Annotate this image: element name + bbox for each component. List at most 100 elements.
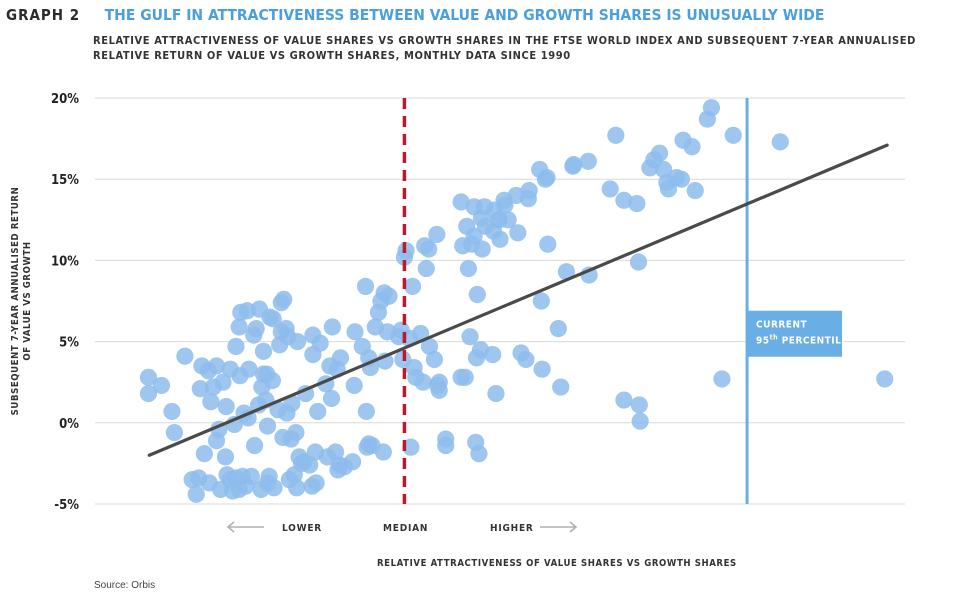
data-point xyxy=(187,485,205,503)
data-point xyxy=(468,285,486,304)
data-point xyxy=(227,337,245,356)
data-point xyxy=(484,345,502,364)
data-point xyxy=(630,396,648,414)
data-point xyxy=(499,211,517,229)
data-point xyxy=(532,292,550,310)
data-point xyxy=(509,224,527,242)
superscript-th: th xyxy=(770,334,779,342)
data-point xyxy=(713,370,731,388)
data-point xyxy=(326,443,345,461)
y-tick-label: 0% xyxy=(59,417,79,432)
data-point xyxy=(686,181,704,200)
data-point xyxy=(496,196,514,214)
data-point xyxy=(288,333,307,351)
data-point xyxy=(459,259,478,278)
data-point xyxy=(724,126,742,144)
data-point xyxy=(650,144,669,162)
data-point xyxy=(417,259,435,278)
data-point xyxy=(343,453,362,471)
y-axis-ticks: 20% 15% 10% 5% 0% -5% xyxy=(51,92,79,513)
data-point xyxy=(307,474,325,492)
data-point xyxy=(283,394,301,412)
data-point xyxy=(428,225,446,244)
data-point xyxy=(202,393,220,411)
data-point xyxy=(487,384,505,403)
data-point xyxy=(139,368,158,386)
data-point xyxy=(323,318,341,336)
data-point xyxy=(631,412,649,430)
data-point xyxy=(191,380,209,398)
data-point xyxy=(152,376,171,395)
data-point xyxy=(258,417,277,435)
data-point xyxy=(702,99,721,117)
data-point xyxy=(357,402,375,421)
data-point xyxy=(374,443,392,461)
data-point xyxy=(139,384,158,403)
data-point xyxy=(876,370,894,388)
y-axis-title: SUBSEQUENT 7-YEAR ANNUALISED RETURNOF VA… xyxy=(10,187,33,416)
data-point xyxy=(214,373,232,391)
data-point xyxy=(461,328,479,346)
data-point xyxy=(275,290,293,308)
data-point xyxy=(403,277,422,295)
percentile-label: 95th PERCENTILE xyxy=(756,334,848,347)
data-point xyxy=(629,253,648,271)
data-point xyxy=(517,350,535,369)
direction-indicator: LOWER MEDIAN HIGHER xyxy=(226,521,578,534)
data-point xyxy=(402,438,420,456)
data-point xyxy=(491,230,509,248)
y-tick-label: 5% xyxy=(59,336,79,351)
data-point xyxy=(579,152,597,170)
data-point xyxy=(288,479,306,497)
data-point xyxy=(533,360,551,378)
data-point xyxy=(520,181,538,200)
scatter-points xyxy=(139,99,894,503)
data-point xyxy=(539,235,557,253)
y-tick-label: 15% xyxy=(51,173,79,188)
data-point xyxy=(287,423,305,442)
data-point xyxy=(245,436,264,455)
data-point xyxy=(264,310,282,328)
data-point xyxy=(452,193,470,211)
data-point xyxy=(165,423,183,442)
data-point xyxy=(672,170,691,188)
current-percentile-box: CURRENT 95th PERCENTILE xyxy=(747,310,848,357)
data-point xyxy=(607,126,625,144)
data-point xyxy=(163,402,181,421)
data-point xyxy=(380,287,398,305)
data-point xyxy=(549,320,567,338)
lower-label: LOWER xyxy=(282,523,322,534)
y-tick-label: 20% xyxy=(51,92,79,107)
data-point xyxy=(414,373,432,391)
data-point xyxy=(322,389,341,408)
data-point xyxy=(565,155,583,174)
data-point xyxy=(301,456,319,474)
data-point xyxy=(331,349,350,367)
y-tick-label: -5% xyxy=(54,498,79,513)
data-point xyxy=(771,133,789,151)
chart-subtitle: RELATIVE ATTRACTIVENESS OF VALUE SHARES … xyxy=(93,34,916,62)
x-axis-title: RELATIVE ATTRACTIVENESS OF VALUE SHARES … xyxy=(377,558,737,569)
data-point xyxy=(230,318,248,336)
data-point xyxy=(207,357,226,375)
data-point xyxy=(176,347,194,365)
data-point xyxy=(683,138,701,156)
current-label: CURRENT xyxy=(756,320,807,331)
y-tick-label: 10% xyxy=(51,254,79,269)
chart-title: THE GULF IN ATTRACTIVENESS BETWEEN VALUE… xyxy=(104,6,825,24)
data-point xyxy=(345,376,363,395)
data-point xyxy=(470,445,488,463)
data-point xyxy=(552,378,570,396)
data-point xyxy=(425,350,443,369)
data-point xyxy=(655,160,673,179)
data-point xyxy=(254,342,273,360)
data-point xyxy=(263,371,281,390)
data-point xyxy=(247,320,265,338)
higher-label: HIGHER xyxy=(490,523,534,534)
right-arrow-icon xyxy=(540,521,578,533)
data-point xyxy=(195,445,213,463)
data-point xyxy=(538,168,556,187)
data-point xyxy=(430,373,448,391)
data-point xyxy=(615,391,633,409)
